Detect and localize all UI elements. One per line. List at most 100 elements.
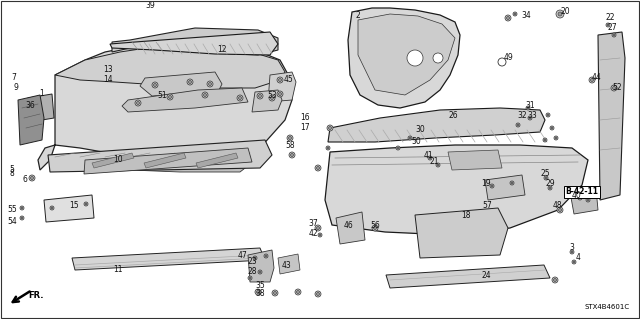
Polygon shape [268, 72, 296, 102]
Circle shape [327, 147, 329, 149]
Polygon shape [570, 188, 598, 214]
Text: 25: 25 [540, 168, 550, 177]
Circle shape [21, 217, 23, 219]
Circle shape [248, 276, 252, 280]
Text: 27: 27 [607, 24, 617, 33]
Circle shape [428, 156, 432, 160]
Text: 13: 13 [103, 65, 113, 75]
Text: 45: 45 [283, 76, 293, 85]
Circle shape [510, 181, 514, 185]
Polygon shape [84, 148, 252, 174]
Circle shape [272, 290, 278, 296]
Circle shape [315, 225, 321, 231]
Text: 32: 32 [517, 110, 527, 120]
Text: 22: 22 [605, 13, 615, 23]
Text: 3: 3 [570, 243, 575, 253]
Circle shape [315, 291, 321, 297]
Circle shape [269, 95, 275, 101]
Polygon shape [415, 208, 508, 258]
Circle shape [20, 216, 24, 220]
Circle shape [135, 100, 141, 106]
Circle shape [255, 289, 261, 295]
Circle shape [586, 198, 590, 202]
Text: 20: 20 [560, 8, 570, 17]
Circle shape [21, 207, 23, 209]
Text: 2: 2 [356, 11, 360, 20]
Text: 37: 37 [308, 219, 318, 228]
Circle shape [278, 78, 282, 81]
Polygon shape [18, 95, 44, 145]
Circle shape [84, 202, 88, 206]
Polygon shape [55, 43, 285, 88]
Text: 12: 12 [217, 46, 227, 55]
Circle shape [543, 138, 547, 142]
Text: 21: 21 [429, 158, 439, 167]
Circle shape [317, 226, 319, 229]
Text: 9: 9 [13, 84, 19, 93]
Circle shape [436, 163, 440, 167]
Circle shape [326, 146, 330, 150]
Circle shape [513, 12, 517, 16]
Circle shape [318, 233, 322, 237]
Text: 16: 16 [300, 114, 310, 122]
Text: 44: 44 [592, 73, 602, 83]
Circle shape [374, 226, 376, 229]
Circle shape [317, 167, 319, 169]
Text: 33: 33 [527, 110, 537, 120]
Circle shape [257, 93, 263, 99]
Circle shape [528, 116, 532, 120]
Circle shape [514, 13, 516, 15]
Circle shape [548, 186, 552, 190]
Circle shape [278, 93, 282, 95]
Text: 52: 52 [612, 84, 622, 93]
Circle shape [85, 203, 87, 205]
Circle shape [397, 147, 399, 149]
Circle shape [612, 33, 616, 37]
Circle shape [50, 206, 54, 210]
Circle shape [273, 292, 276, 294]
Polygon shape [118, 142, 258, 172]
Circle shape [239, 97, 241, 100]
Circle shape [554, 136, 558, 140]
Circle shape [572, 260, 576, 264]
Circle shape [408, 136, 412, 140]
Text: 56: 56 [370, 221, 380, 231]
Circle shape [202, 92, 208, 98]
Circle shape [167, 94, 173, 100]
Circle shape [517, 124, 519, 126]
Text: 39: 39 [145, 2, 155, 11]
Text: 46: 46 [343, 220, 353, 229]
Circle shape [372, 225, 378, 231]
Circle shape [277, 77, 283, 83]
Text: B-42-11: B-42-11 [566, 188, 598, 197]
Circle shape [607, 24, 609, 26]
Polygon shape [248, 250, 274, 282]
Circle shape [154, 84, 157, 86]
Text: 36: 36 [25, 101, 35, 110]
Text: 50: 50 [411, 137, 421, 146]
Circle shape [51, 207, 53, 209]
Text: 55: 55 [7, 205, 17, 214]
Circle shape [573, 261, 575, 263]
Circle shape [289, 152, 295, 158]
Circle shape [254, 257, 256, 259]
Polygon shape [28, 94, 54, 122]
Circle shape [587, 199, 589, 201]
Text: 43: 43 [282, 261, 292, 270]
Text: 30: 30 [415, 125, 425, 135]
Text: 1: 1 [40, 88, 44, 98]
Circle shape [327, 125, 333, 131]
Circle shape [526, 106, 530, 110]
Circle shape [237, 95, 243, 101]
Circle shape [264, 254, 268, 258]
Circle shape [589, 77, 595, 83]
Polygon shape [112, 28, 278, 55]
Text: 49: 49 [503, 54, 513, 63]
Text: 28: 28 [247, 268, 257, 277]
Circle shape [271, 97, 273, 100]
Polygon shape [72, 248, 265, 270]
Circle shape [319, 234, 321, 236]
Circle shape [296, 291, 300, 293]
Polygon shape [328, 108, 545, 142]
Circle shape [291, 153, 294, 157]
